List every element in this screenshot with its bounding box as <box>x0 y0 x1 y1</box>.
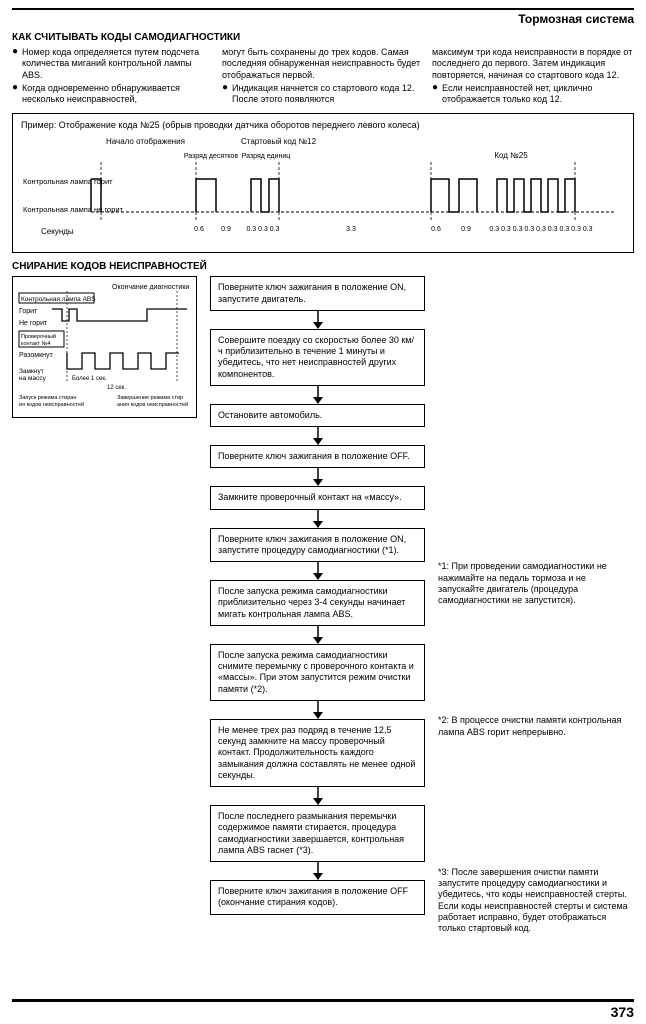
svg-text:0.9: 0.9 <box>221 226 231 233</box>
svg-text:Код №25: Код №25 <box>494 151 528 160</box>
flow-step-4: Поверните ключ зажигания в положение OFF… <box>210 445 425 468</box>
col2-b: Индикация начнется со стартового кода 12… <box>232 83 424 106</box>
svg-text:Замкнут: Замкнут <box>19 368 44 375</box>
flow-step-10: После последнего размыкания перемычки со… <box>210 805 425 862</box>
svg-text:0.9: 0.9 <box>461 226 471 233</box>
flow-arrow-icon <box>311 311 325 329</box>
col1-b2: Когда одновременно обнаруживается нескол… <box>22 83 214 106</box>
timing-chart: Пример: Отображение кода №25 (обрыв пров… <box>12 113 634 253</box>
svg-text:Разряд десятков: Разряд десятков <box>184 153 239 160</box>
svg-text:ия кодов неисправностей: ия кодов неисправностей <box>19 401 84 408</box>
page-header: Тормозная система <box>518 12 634 26</box>
svg-text:0.3 0.3 0.3 0.3 0.3 0.3 0.3 0.: 0.3 0.3 0.3 0.3 0.3 0.3 0.3 0.3 0.3 <box>489 226 592 233</box>
note-1: *1: При проведении самодиагностики не на… <box>438 561 634 606</box>
note-3: *3: После завершения очистки памяти запу… <box>438 867 634 935</box>
svg-text:Окончание диагностики: Окончание диагностики <box>112 284 189 291</box>
svg-text:Не горит: Не горит <box>19 320 48 327</box>
flow-step-1: Поверните ключ зажигания в положение ON,… <box>210 276 425 311</box>
page-number: 373 <box>12 1004 634 1020</box>
svg-text:Горит: Горит <box>19 308 38 315</box>
notes-column: *1: При проведении самодиагностики не на… <box>438 276 634 948</box>
svg-text:0.6: 0.6 <box>431 226 441 233</box>
svg-text:3.3: 3.3 <box>346 226 356 233</box>
col2-text: могут быть сохранены до трех кодов. Сама… <box>222 47 424 81</box>
svg-text:0.6: 0.6 <box>194 226 204 233</box>
svg-text:Секунды: Секунды <box>41 227 74 236</box>
svg-text:Запуск режима стиран: Запуск режима стиран <box>19 395 76 401</box>
col1-b1: Номер кода определяется путем подсчета к… <box>22 47 214 81</box>
svg-text:12 сек.: 12 сек. <box>107 385 126 391</box>
svg-text:Разомкнут: Разомкнут <box>19 352 54 359</box>
flow-step-7: После запуска режима самодиагностики при… <box>210 580 425 626</box>
flow-step-3: Остановите автомобиль. <box>210 404 425 427</box>
flow-arrow-icon <box>311 862 325 880</box>
svg-text:на массу: на массу <box>19 375 47 382</box>
section1-title: КАК СЧИТЫВАТЬ КОДЫ САМОДИАГНОСТИКИ <box>12 32 634 43</box>
flow-step-6: Поверните ключ зажигания в положение ON,… <box>210 528 425 563</box>
note-2: *2: В процессе очистки памяти контрольна… <box>438 715 634 738</box>
flowchart: Поверните ключ зажигания в положение ON,… <box>205 276 430 948</box>
svg-text:Контрольная лампа не горит: Контрольная лампа не горит <box>23 205 124 214</box>
col3-b: Если неисправностей нет, циклично отобра… <box>442 83 634 106</box>
flow-arrow-icon <box>311 427 325 445</box>
flow-step-5: Замкните проверочный контакт на «массу». <box>210 486 425 509</box>
svg-text:Более 1 сек.: Более 1 сек. <box>72 376 107 382</box>
svg-text:Проверочный: Проверочный <box>21 333 56 340</box>
svg-text:Контрольная лампа ABS: Контрольная лампа ABS <box>21 296 96 303</box>
flow-step-11: Поверните ключ зажигания в положение OFF… <box>210 880 425 915</box>
svg-text:Завершение режима стир: Завершение режима стир <box>117 395 183 401</box>
section2-title: СНИРАНИЕ КОДОВ НЕИСПРАВНОСТЕЙ <box>12 261 634 272</box>
flow-arrow-icon <box>311 701 325 719</box>
svg-text:ания кодов неисправностей: ания кодов неисправностей <box>117 401 188 408</box>
svg-text:Начало отображения: Начало отображения <box>106 137 185 146</box>
flow-step-8: После запуска режима самодиагностики сни… <box>210 644 425 701</box>
erase-diagram-box: Окончание диагностики Контрольная лампа A… <box>12 276 197 418</box>
flow-arrow-icon <box>311 626 325 644</box>
flow-step-9: Не менее трех раз подряд в течение 12,5 … <box>210 719 425 787</box>
erase-diagram: Окончание диагностики Контрольная лампа A… <box>17 281 192 411</box>
flow-step-2: Совершите поездку со скоростью более 30 … <box>210 329 425 386</box>
svg-text:Стартовый код №12: Стартовый код №12 <box>241 137 317 146</box>
flow-arrow-icon <box>311 468 325 486</box>
col3-text: максимум три кода неисправности в порядк… <box>432 47 634 81</box>
svg-text:контакт №4: контакт №4 <box>21 341 51 347</box>
flow-arrow-icon <box>311 510 325 528</box>
flow-arrow-icon <box>311 562 325 580</box>
flow-arrow-icon <box>311 787 325 805</box>
timing-diagram: Начало отображенияСтартовый код №12Разря… <box>21 134 621 244</box>
svg-text:0.3 0.3 0.3: 0.3 0.3 0.3 <box>246 226 279 233</box>
flow-arrow-icon <box>311 386 325 404</box>
chart-title: Пример: Отображение кода №25 (обрыв пров… <box>21 120 625 130</box>
svg-text:Разряд единиц: Разряд единиц <box>242 153 291 160</box>
intro-columns: ●Номер кода определяется путем подсчета … <box>12 47 634 107</box>
